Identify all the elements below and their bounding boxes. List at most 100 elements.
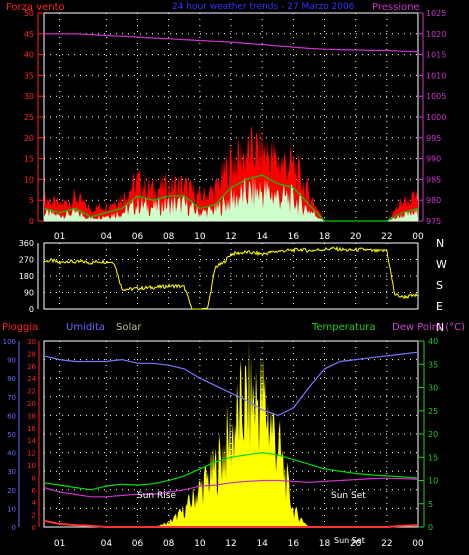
x-tick-label: 18 [319,232,331,242]
wind-y-tick: 35 [24,71,34,80]
temperature-label: Temperatura [311,322,376,333]
rain-y-tick: 14 [27,437,36,445]
rain-y-tick: 28 [27,350,36,358]
sun-set-label: Sun Set [331,491,366,501]
humidity-y-tick: 90 [7,357,16,365]
x-tick-label: 04 [101,539,113,549]
x-tick-label: 00 [412,232,424,242]
direction-y-tick: 270 [19,256,34,265]
x-tick-label: 10 [194,232,206,242]
rain-y-tick: 4 [32,499,37,507]
plot-layer [43,33,419,528]
x-tick-label: 14 [256,232,268,242]
pressure-y-tick: 1025 [426,9,446,18]
temp-y-tick: 35 [428,360,438,369]
humidity-y-tick: 60 [7,412,16,420]
wind-y-tick: 0 [29,217,34,226]
rain-label: Pioggia [2,322,38,333]
humidity-y-tick: 20 [7,487,16,495]
dew-point-line [43,477,419,498]
temp-y-tick: 30 [428,384,438,393]
pressure-y-tick: 1005 [426,92,446,101]
sun-set-bottom-label: Sun Set [334,536,365,545]
solar-area [44,338,418,527]
wind-direction-line [43,245,419,310]
x-tick-label: 20 [350,232,362,242]
pressure-y-tick: 1020 [426,30,446,39]
wind-y-tick: 30 [24,92,34,101]
x-tick-label: 20 [350,539,362,549]
temp-y-tick: 0 [428,523,433,532]
compass-label: N [436,321,444,334]
humidity-y-tick: 80 [7,375,16,383]
x-tick-label: 06 [132,539,144,549]
wind-light-area [44,173,418,221]
dew-point-label: Dew Point (°C) [392,322,465,333]
rain-y-tick: 26 [27,363,36,371]
humidity-y-tick: 10 [7,505,16,513]
compass-label: W [436,258,447,271]
temp-y-tick: 10 [428,477,438,486]
pressure-y-tick: 1010 [426,71,446,80]
humidity-y-tick: 70 [7,394,16,402]
rain-y-tick: 22 [27,388,36,396]
x-tick-label: 10 [194,539,206,549]
x-tick-label: 01 [54,539,65,549]
pressure-y-tick: 980 [426,196,441,205]
x-tick-label: 00 [412,539,424,549]
temp-y-tick: 25 [428,407,438,416]
x-tick-label: 12 [225,539,236,549]
x-tick-label: 22 [381,539,392,549]
humidity-line [43,351,419,417]
rain-y-tick: 18 [27,412,36,420]
humidity-y-tick: 0 [12,524,16,532]
x-tick-label: 14 [256,539,268,549]
humidity-y-tick: 30 [7,468,16,476]
solar-label: Solar [116,322,142,333]
pressure-y-tick: 1015 [426,51,446,60]
temperature-line [43,451,419,491]
x-tick-label: 08 [163,539,175,549]
humidity-y-tick: 40 [7,450,16,458]
direction-y-tick: 360 [19,239,34,248]
temp-y-tick: 5 [428,500,433,509]
wind-left-label: Forza vento [6,2,65,13]
rain-y-tick: 0 [32,524,36,532]
wind-y-tick: 40 [24,51,34,60]
rain-y-tick: 6 [32,487,37,495]
sun-rise-label: Sun Rise [137,491,176,501]
pressure-y-tick: 990 [426,155,441,164]
chart-title: 24 hour weather trends - 27 Marzo 2006 [172,2,355,12]
x-tick-label: 01 [54,232,65,242]
rain-y-tick: 8 [32,474,36,482]
humidity-label: Umidita [66,322,105,333]
direction-y-tick: 90 [24,289,34,298]
wind-y-tick: 20 [24,134,34,143]
wind-y-tick: 10 [24,175,34,184]
pressure-label: Pressione [372,2,420,13]
compass-label: N [436,237,444,250]
pressure-y-tick: 975 [426,217,441,226]
compass-label: S [436,279,443,292]
wind-y-tick: 45 [24,30,34,39]
wind-y-tick: 50 [24,9,34,18]
temp-y-tick: 15 [428,453,438,462]
pressure-line [44,33,419,53]
x-tick-label: 22 [381,232,392,242]
x-tick-label: 04 [101,232,113,242]
rain-y-tick: 12 [27,450,36,458]
x-tick-label: 06 [132,232,144,242]
direction-y-tick: 180 [19,272,34,281]
humidity-y-tick: 100 [3,338,16,346]
rain-y-tick: 10 [27,462,36,470]
x-tick-label: 16 [288,232,300,242]
wind-y-tick: 5 [29,196,34,205]
rain-y-tick: 20 [27,400,36,408]
humidity-y-tick: 50 [7,431,16,439]
pressure-y-tick: 1000 [426,113,446,122]
rain-y-tick: 2 [32,512,36,520]
wind-average-line [43,174,419,222]
pressure-y-tick: 995 [426,134,441,143]
